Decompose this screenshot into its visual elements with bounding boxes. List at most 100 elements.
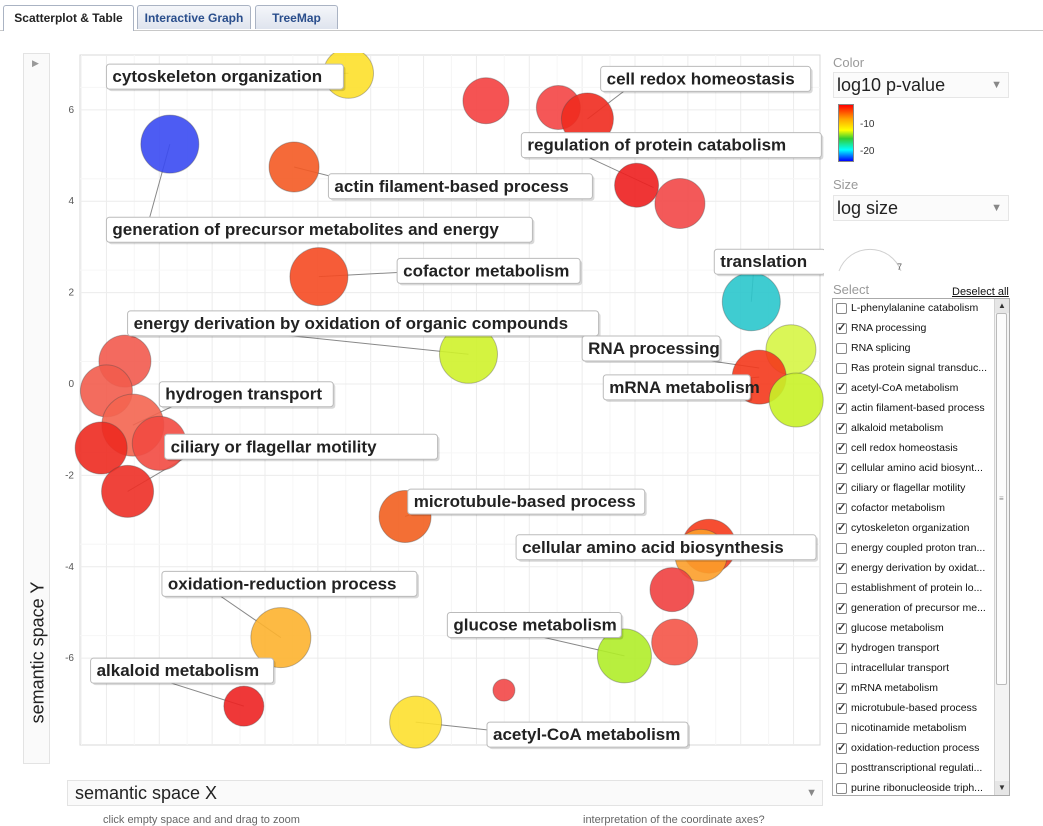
term-checkbox[interactable]: ✓ — [836, 442, 847, 454]
term-checkbox[interactable] — [836, 543, 847, 554]
term-checkbox[interactable] — [836, 783, 847, 794]
term-row[interactable]: ✓ cell redox homeostasis — [835, 439, 993, 459]
term-checkbox[interactable]: ✓ — [836, 682, 847, 694]
y-tick-label: 2 — [68, 288, 74, 299]
term-row[interactable]: L-phenylalanine catabolism — [835, 299, 993, 319]
color-scale — [838, 104, 854, 162]
term-checkbox[interactable] — [836, 303, 847, 314]
term-checkbox[interactable]: ✓ — [836, 642, 847, 654]
term-row[interactable]: nicotinamide metabolism — [835, 719, 993, 739]
scroll-thumb[interactable]: ≡ — [996, 313, 1007, 685]
term-row[interactable]: intracellular transport — [835, 659, 993, 679]
term-label-box — [161, 570, 418, 597]
x-axis-select[interactable]: semantic space X ▼ — [67, 780, 823, 806]
axes-interpretation-link[interactable]: interpretation of the coordinate axes? — [583, 814, 765, 826]
tab-scatterplot-table[interactable]: Scatterplot & Table — [3, 5, 134, 31]
term-checkbox[interactable]: ✓ — [836, 702, 847, 714]
term-checkbox[interactable]: ✓ — [836, 482, 847, 494]
term-label-box — [105, 63, 344, 90]
deselect-all-link[interactable]: Deselect all — [952, 286, 1009, 298]
term-checkbox[interactable] — [836, 723, 847, 734]
color-select[interactable]: log10 p-value ▼ — [833, 72, 1009, 98]
term-checkbox[interactable] — [836, 583, 847, 594]
term-label: cytoskeleton organization — [112, 67, 322, 86]
term-row[interactable]: posttranscriptional regulati... — [835, 759, 993, 779]
term-label: RNA processing — [851, 322, 927, 334]
term-row[interactable]: ✓ RNA processing — [835, 319, 993, 339]
term-checkbox[interactable] — [836, 363, 847, 374]
term-label: posttranscriptional regulati... — [851, 762, 983, 774]
term-row[interactable]: ✓ actin filament-based process — [835, 399, 993, 419]
color-select-value: log10 p-value — [837, 75, 946, 95]
term-checkbox[interactable]: ✓ — [836, 422, 847, 434]
term-checkbox[interactable]: ✓ — [836, 402, 847, 414]
expand-arrow-icon[interactable]: ▶ — [32, 58, 39, 68]
term-label-box — [520, 132, 822, 159]
term-label: cell redox homeostasis — [607, 69, 795, 88]
term-bubble — [614, 162, 660, 208]
term-checkbox[interactable]: ✓ — [836, 382, 847, 394]
term-row[interactable]: ✓ hydrogen transport — [835, 639, 993, 659]
scrollbar[interactable]: ▲ ≡ ▼ — [994, 299, 1009, 795]
scroll-up-icon[interactable]: ▲ — [995, 299, 1009, 313]
term-row[interactable]: ✓ oxidation-reduction process — [835, 739, 993, 759]
term-checkbox[interactable]: ✓ — [836, 622, 847, 634]
checkmark-icon: ✓ — [837, 622, 847, 634]
scatter-plot[interactable]: -6-5-4-3-2-1012345676420-2-4-6cytoskelet… — [50, 53, 824, 750]
term-checkbox[interactable]: ✓ — [836, 602, 847, 614]
term-label: alkaloid metabolism — [97, 661, 259, 680]
y-axis-label: semantic space Y — [27, 581, 48, 724]
term-row[interactable]: ✓ cytoskeleton organization — [835, 519, 993, 539]
y-axis-select[interactable]: semantic space Y — [20, 554, 52, 764]
term-label: L-phenylalanine catabolism — [851, 302, 979, 314]
x-axis-label: semantic space X — [75, 783, 218, 803]
term-label-box — [407, 488, 646, 515]
term-row[interactable]: ✓ microtubule-based process — [835, 699, 993, 719]
size-select[interactable]: log size ▼ — [833, 195, 1009, 221]
checkmark-icon: ✓ — [837, 482, 847, 494]
term-label-box — [327, 173, 593, 200]
term-row[interactable]: ✓ mRNA metabolism — [835, 679, 993, 699]
term-label-box — [164, 433, 439, 460]
term-checkbox[interactable]: ✓ — [836, 462, 847, 474]
term-label-box — [600, 65, 812, 92]
term-label: oxidation-reduction process — [851, 742, 980, 754]
term-checkbox[interactable]: ✓ — [836, 562, 847, 574]
y-tick-label: 6 — [68, 105, 74, 116]
term-bubble — [223, 685, 265, 727]
term-label: generation of precursor me... — [851, 602, 986, 614]
term-row[interactable]: Ras protein signal transduc... — [835, 359, 993, 379]
scroll-down-icon[interactable]: ▼ — [995, 781, 1009, 795]
size-label: Size — [833, 177, 859, 192]
term-row[interactable]: ✓ acetyl-CoA metabolism — [835, 379, 993, 399]
term-checkbox[interactable]: ✓ — [836, 502, 847, 514]
tab-interactive-graph[interactable]: Interactive Graph — [137, 5, 251, 29]
term-bubble — [492, 678, 516, 702]
term-row[interactable]: ✓ cellular amino acid biosynt... — [835, 459, 993, 479]
term-row[interactable]: ✓ energy derivation by oxidat... — [835, 559, 993, 579]
term-label: generation of precursor metabolites and … — [112, 220, 499, 239]
term-row[interactable]: ✓ generation of precursor me... — [835, 599, 993, 619]
term-row[interactable]: ✓ alkaloid metabolism — [835, 419, 993, 439]
term-checkbox[interactable] — [836, 663, 847, 674]
term-label-box — [127, 310, 600, 337]
term-checkbox[interactable]: ✓ — [836, 322, 847, 334]
term-row[interactable]: ✓ glucose metabolism — [835, 619, 993, 639]
size-gauge-value: 7 — [897, 262, 902, 272]
term-row[interactable]: establishment of protein lo... — [835, 579, 993, 599]
term-checkbox[interactable]: ✓ — [836, 522, 847, 534]
term-checkbox[interactable] — [836, 763, 847, 774]
term-row[interactable]: purine ribonucleoside triph... — [835, 779, 993, 795]
term-label: mRNA metabolism — [851, 682, 938, 694]
term-row[interactable]: energy coupled proton tran... — [835, 539, 993, 559]
checkmark-icon: ✓ — [837, 642, 847, 654]
size-gauge[interactable]: 7 — [835, 225, 907, 275]
term-checkbox[interactable] — [836, 343, 847, 354]
term-bubble — [289, 247, 349, 307]
term-row[interactable]: ✓ cofactor metabolism — [835, 499, 993, 519]
term-label-box — [486, 721, 689, 748]
term-row[interactable]: ✓ ciliary or flagellar motility — [835, 479, 993, 499]
term-row[interactable]: RNA splicing — [835, 339, 993, 359]
tab-treemap[interactable]: TreeMap — [255, 5, 338, 29]
term-checkbox[interactable]: ✓ — [836, 742, 847, 754]
